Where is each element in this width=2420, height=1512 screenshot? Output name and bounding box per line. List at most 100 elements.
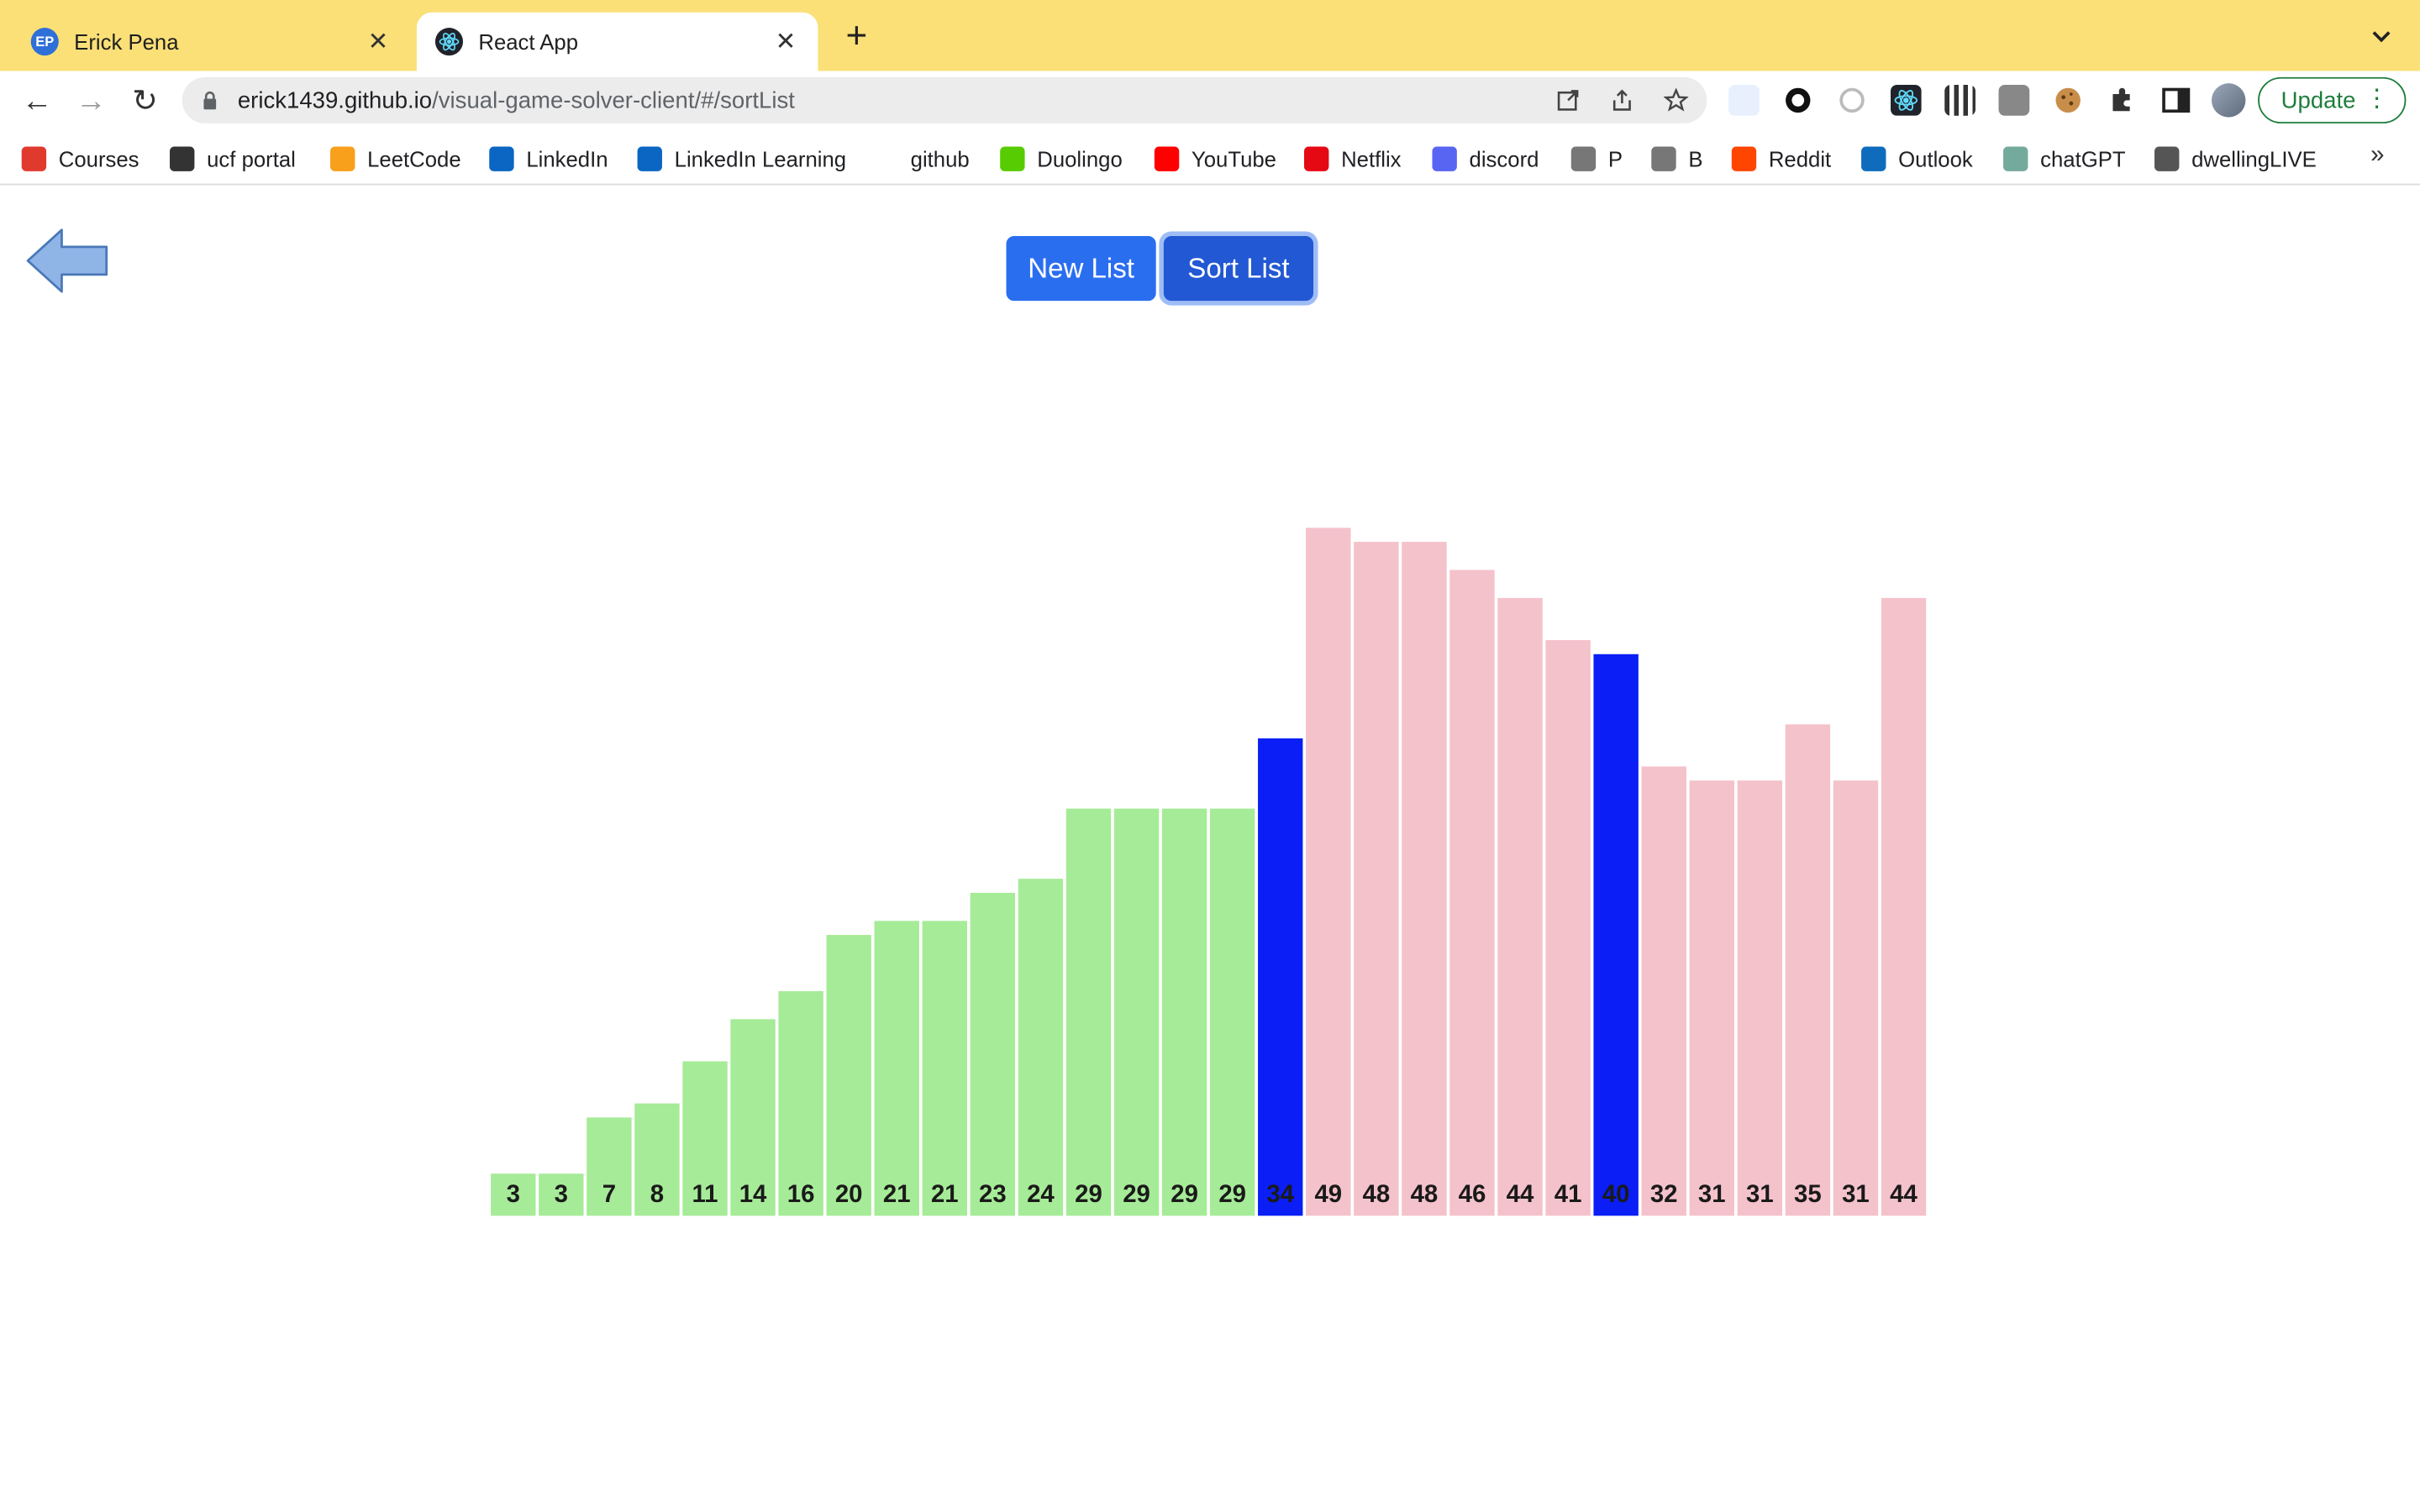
extension-1-icon[interactable] [1728, 85, 1760, 116]
discord-icon [1432, 146, 1457, 171]
bar-label-27: 35 [1794, 1180, 1822, 1208]
bookmark-label: LinkedIn [526, 146, 608, 171]
bookmarks-bar: Courses ucf portal LeetCode LinkedIn Lin… [0, 132, 2420, 186]
side-panel-icon[interactable] [2160, 85, 2191, 116]
bookmark-label: discord [1469, 146, 1539, 171]
share-icon[interactable] [1610, 88, 1634, 113]
folder-icon [1651, 146, 1676, 171]
bookmark-dwellinglive[interactable]: dwellingLIVE [2154, 144, 2317, 175]
bar-10 [970, 892, 1016, 1216]
react-icon [434, 28, 464, 56]
bookmark-courses[interactable]: Courses [21, 144, 139, 175]
bar-1 [539, 1173, 584, 1216]
qr-code-icon[interactable] [1944, 85, 1975, 116]
close-icon[interactable]: ✕ [367, 29, 389, 56]
bookmark-folder-b[interactable]: B [1651, 144, 1703, 175]
bar-27 [1785, 724, 1831, 1216]
bookmark-label: chatGPT [2040, 146, 2126, 171]
bar-label-15: 29 [1218, 1180, 1246, 1208]
tab-strip: EP Erick Pena ✕ React App ✕ + [0, 0, 2420, 71]
bar-label-29: 44 [1890, 1180, 1918, 1208]
new-tab-icon[interactable]: + [845, 15, 868, 57]
bookmark-reddit[interactable]: Reddit [1731, 144, 1831, 175]
close-icon[interactable]: ✕ [775, 29, 797, 56]
bar-16 [1258, 738, 1303, 1216]
chevron-down-icon[interactable] [2366, 22, 2397, 53]
open-in-app-icon[interactable] [1555, 88, 1580, 113]
bar-14 [1161, 808, 1207, 1216]
ucf-icon [170, 146, 195, 171]
bookmark-outlook[interactable]: Outlook [1861, 144, 1973, 175]
bar-label-6: 16 [787, 1180, 815, 1208]
bookmark-leetcode[interactable]: LeetCode [330, 144, 461, 175]
bookmark-label: Duolingo [1037, 146, 1123, 171]
star-icon[interactable] [1663, 87, 1689, 113]
update-button[interactable]: Update ⋮ [2258, 76, 2407, 123]
folder-icon [1570, 146, 1597, 171]
extension-ring-icon[interactable] [1837, 85, 1868, 116]
react-devtools-icon[interactable] [1890, 85, 1922, 116]
bar-label-11: 24 [1027, 1180, 1055, 1208]
back-arrow-icon[interactable] [24, 225, 111, 296]
tab-erick-pena[interactable]: EP Erick Pena ✕ [13, 13, 411, 71]
bookmark-netflix[interactable]: Netflix [1304, 144, 1402, 175]
bar-29 [1881, 597, 1927, 1216]
bar-label-20: 46 [1459, 1180, 1486, 1208]
bar-label-3: 8 [650, 1180, 664, 1208]
bar-18 [1354, 542, 1399, 1216]
back-icon[interactable]: ← [21, 85, 53, 119]
more-bookmarks-icon[interactable]: » [2370, 141, 2385, 169]
bookmark-discord[interactable]: discord [1432, 144, 1539, 175]
bar-23 [1593, 654, 1639, 1216]
more-menu-icon[interactable]: ⋮ [2364, 86, 2390, 113]
puzzle-icon[interactable] [2107, 85, 2138, 116]
tab-title: Erick Pena [74, 29, 179, 55]
bar-4 [682, 1061, 728, 1216]
github-icon [873, 146, 898, 171]
bookmark-label: Courses [58, 146, 139, 171]
extension-circle-icon[interactable] [1782, 85, 1813, 116]
chatgpt-icon [2003, 146, 2028, 171]
url-host: erick1439.github.io [237, 87, 433, 113]
bar-label-7: 20 [835, 1180, 863, 1208]
avatar[interactable] [2211, 83, 2246, 118]
new-list-button[interactable]: New List [1006, 236, 1156, 302]
cookie-icon[interactable] [2053, 85, 2084, 116]
bar-17 [1306, 528, 1351, 1216]
duolingo-icon [1000, 146, 1025, 171]
bar-15 [1209, 808, 1255, 1216]
address-bar[interactable]: erick1439.github.io/visual-game-solver-c… [182, 76, 1707, 123]
bar-label-24: 32 [1650, 1180, 1678, 1208]
reload-icon[interactable]: ↻ [132, 85, 159, 119]
sort-list-button[interactable]: Sort List [1163, 236, 1314, 302]
leetcode-icon [330, 146, 355, 171]
bookmark-ucf-portal[interactable]: ucf portal [170, 144, 296, 175]
bar-20 [1449, 570, 1495, 1216]
bookmark-linkedin[interactable]: LinkedIn [489, 144, 608, 175]
bookmark-label: dwellingLIVE [2191, 146, 2317, 171]
bar-label-9: 21 [931, 1180, 959, 1208]
bookmark-folder-p[interactable]: P [1570, 144, 1623, 175]
bar-22 [1545, 640, 1591, 1216]
bookmark-github[interactable]: github [873, 144, 970, 175]
bookmark-youtube[interactable]: YouTube [1154, 144, 1276, 175]
bar-8 [874, 921, 919, 1216]
bookmark-chatgpt[interactable]: chatGPT [2003, 144, 2126, 175]
browser-toolbar: ← → ↻ erick1439.github.io/visual-game-so… [0, 71, 2420, 133]
bar-label-4: 11 [692, 1180, 718, 1208]
bar-3 [634, 1103, 680, 1216]
linkedin-learning-icon [637, 146, 662, 171]
tab-react-app[interactable]: React App ✕ [416, 12, 818, 71]
extension-note-icon[interactable] [1998, 85, 2030, 116]
bookmark-duolingo[interactable]: Duolingo [1000, 144, 1123, 175]
ep-icon: EP [30, 28, 59, 56]
bar-25 [1689, 780, 1734, 1216]
bar-7 [826, 935, 871, 1216]
bookmark-linkedin-learning[interactable]: LinkedIn Learning [637, 144, 846, 175]
bar-26 [1737, 780, 1783, 1216]
forward-icon[interactable]: → [75, 85, 107, 119]
bookmark-label: Outlook [1898, 146, 1973, 171]
lock-icon [203, 91, 217, 110]
dwelling-icon [2154, 146, 2180, 171]
